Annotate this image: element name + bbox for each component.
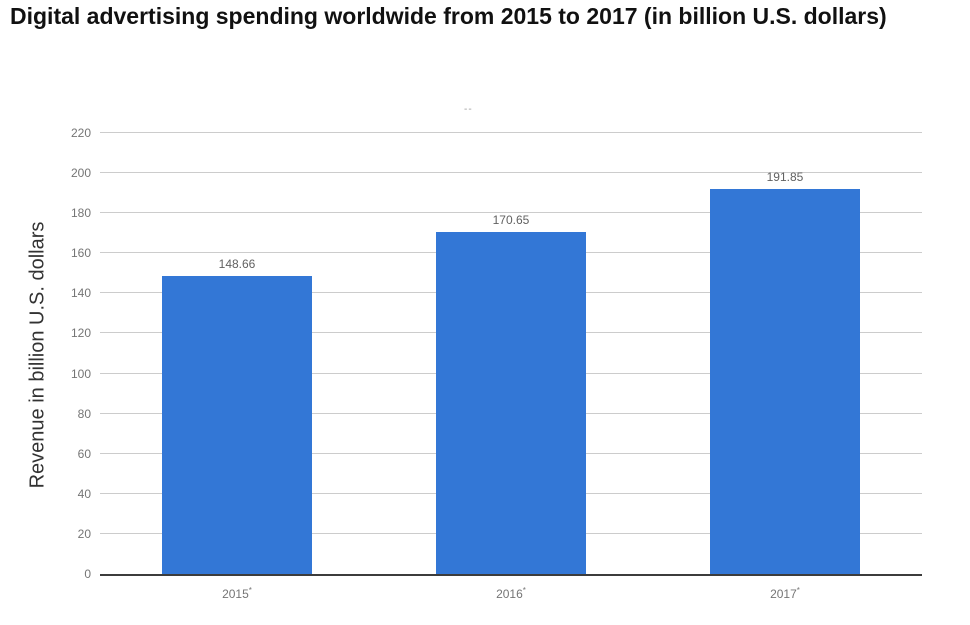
x-axis-labels: 2015* 2016* 2017* xyxy=(100,586,922,601)
gridline xyxy=(100,172,922,174)
y-tick-label: 80 xyxy=(77,406,91,421)
footnote-marker: * xyxy=(248,586,252,595)
y-tick-label: 180 xyxy=(70,206,91,221)
footnote-marker: * xyxy=(522,586,526,595)
gridline xyxy=(100,212,922,214)
y-tick-label: 140 xyxy=(70,286,91,301)
bar-column-2016: 170.65 xyxy=(374,133,648,574)
plot-area: 0 20 40 60 80 100 120 140 160 180 200 220 148.66 170.… xyxy=(71,126,922,581)
y-tick-label: 20 xyxy=(77,526,91,541)
x-tick-label: 2016* xyxy=(496,586,526,601)
y-tick-label: 200 xyxy=(70,166,91,181)
footnote-marker: * xyxy=(796,586,800,595)
y-tick-label: 120 xyxy=(70,326,91,341)
chart-title: Digital advertising spending worldwide f… xyxy=(10,3,887,29)
bar-column-2017: 191.85 xyxy=(648,133,922,574)
gridline xyxy=(100,132,922,133)
bar-value-label: 148.66 xyxy=(218,257,256,272)
bar-column-2015: 148.66 xyxy=(100,133,374,574)
y-tick-label: 220 xyxy=(70,126,91,140)
y-axis-title: Revenue in billion U.S. dollars xyxy=(26,221,49,489)
y-tick-label: 100 xyxy=(70,366,91,381)
bar-2015 xyxy=(161,276,312,574)
x-tick-label: 2015* xyxy=(222,586,252,601)
y-tick-label: 160 xyxy=(70,246,91,261)
y-tick-label: 60 xyxy=(77,446,91,461)
y-tick-label: 40 xyxy=(77,486,91,501)
bar-value-label: 170.65 xyxy=(492,212,530,227)
x-tick-label: 2017* xyxy=(770,586,800,601)
chart-note: -- xyxy=(464,104,473,115)
bar-value-label: 191.85 xyxy=(766,170,804,185)
y-tick-label: 0 xyxy=(84,567,91,581)
bar-2016 xyxy=(435,231,586,574)
bar-2017 xyxy=(709,189,860,574)
